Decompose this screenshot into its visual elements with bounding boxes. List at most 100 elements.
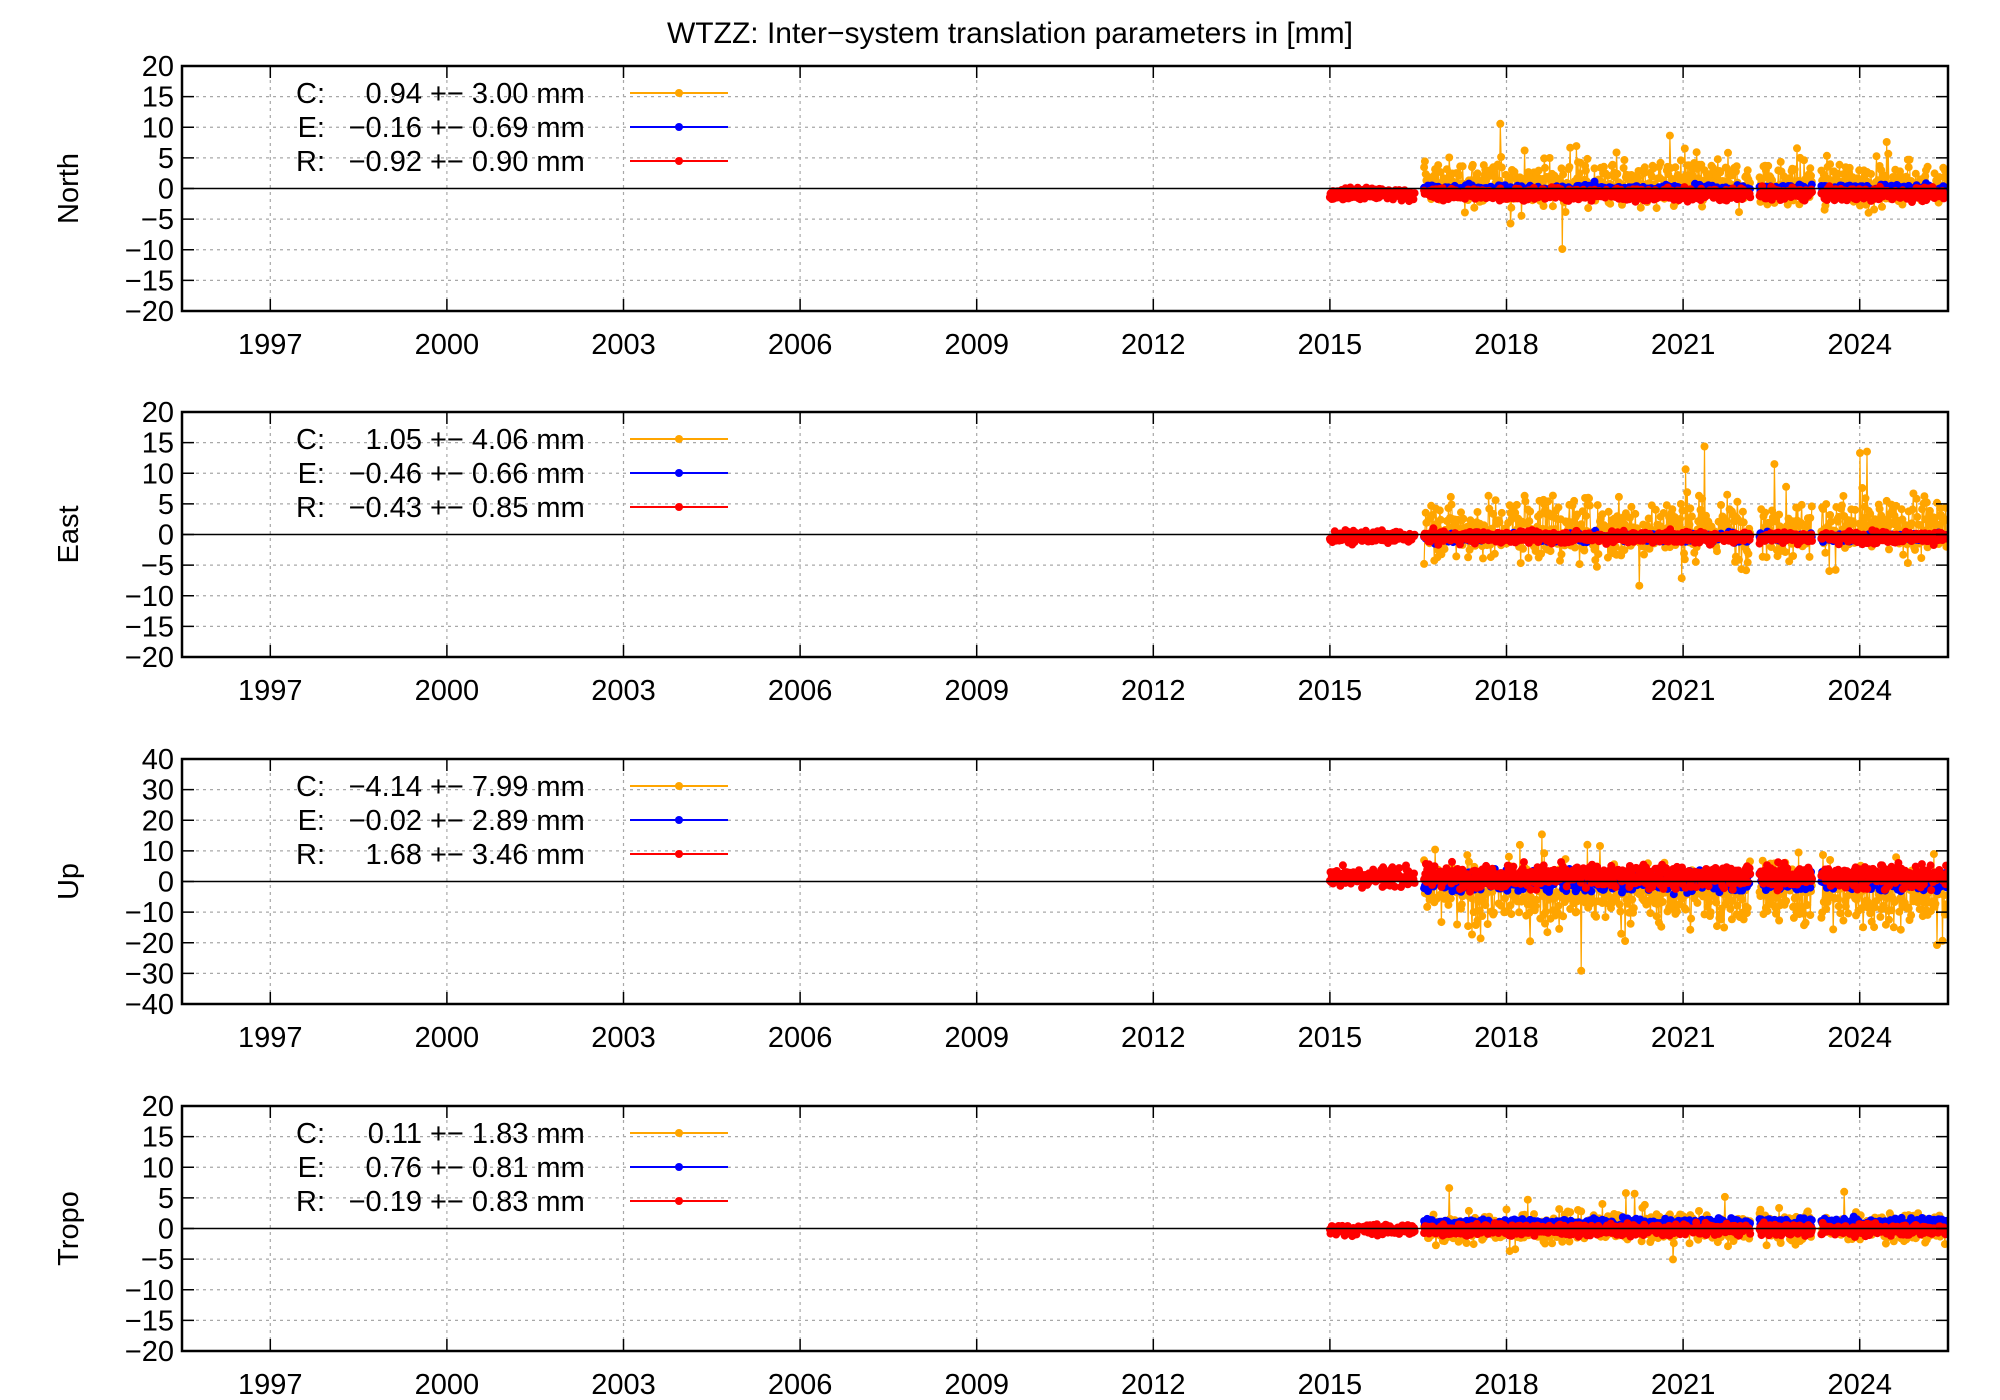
series-c-point: [1473, 169, 1482, 178]
series-c-point: [1570, 496, 1579, 505]
series-c-point: [1435, 506, 1444, 515]
series-c-point: [1591, 556, 1600, 564]
series-c-point: [1436, 168, 1445, 177]
series-c-point: [1543, 928, 1552, 937]
legend-e-mean: −0.46: [349, 458, 422, 490]
series-c-point: [1856, 201, 1864, 210]
legend-c-label: C:: [296, 78, 325, 110]
series-c-point: [1789, 552, 1798, 560]
series-c-point: [1776, 157, 1785, 166]
x-tick-label: 2009: [944, 675, 1009, 707]
series-c-point: [1807, 171, 1815, 180]
series-c-point: [1464, 553, 1473, 562]
series-c-point: [1537, 549, 1546, 558]
series-c-point: [1831, 565, 1840, 574]
y-tick-label: 15: [142, 428, 174, 460]
series-c-point: [1501, 894, 1509, 903]
series-c-point: [1577, 966, 1586, 975]
series-c-point: [1807, 502, 1816, 511]
series-c-point: [1593, 501, 1602, 510]
legend-c-swatch-point: [675, 89, 683, 97]
y-tick-label: 20: [142, 51, 174, 83]
series-c-marks: [1420, 830, 1948, 975]
series-c-point: [1447, 500, 1456, 509]
series-c-point: [1464, 922, 1473, 931]
series-c-point: [1665, 131, 1674, 140]
series-c-point: [1519, 893, 1528, 902]
series-c-point: [1548, 491, 1557, 500]
series-c-point: [1698, 202, 1707, 211]
series-c-point: [1430, 171, 1439, 180]
series-c-point: [1556, 556, 1564, 565]
series-c-point: [1436, 515, 1445, 524]
series-c-point: [1628, 895, 1637, 904]
legend-e-label: E:: [298, 458, 325, 490]
series-c-point: [1743, 558, 1752, 567]
series-c-point: [1735, 208, 1743, 217]
series-c-point: [1616, 907, 1625, 916]
series-c-point: [1491, 496, 1500, 505]
series-c-point: [1651, 505, 1660, 514]
series-c-point: [1598, 510, 1607, 519]
series-c-point: [1517, 211, 1526, 220]
series-c-point: [1671, 163, 1680, 172]
series-c-point: [1572, 142, 1581, 151]
series-c-point: [1806, 164, 1815, 173]
series-c-point: [1770, 460, 1779, 469]
series-c-point: [1786, 174, 1794, 183]
series-c-point: [1580, 546, 1589, 555]
series-c-point: [1490, 908, 1498, 917]
series-c-point: [1457, 900, 1466, 909]
series-c-point: [1722, 164, 1731, 172]
series-c-point: [1465, 545, 1474, 554]
series-c-point: [1659, 509, 1668, 517]
series-c-point: [1606, 199, 1615, 208]
x-tick-label: 2024: [1827, 329, 1892, 361]
series-c-point: [1898, 515, 1907, 524]
series-c-point: [1497, 508, 1506, 517]
series-c-point: [1826, 517, 1835, 526]
series-c-marks: [1420, 442, 1948, 590]
series-c-point: [1790, 165, 1799, 174]
series-c-point: [1735, 555, 1743, 564]
series-c-point: [1941, 167, 1948, 176]
series-c-point: [1822, 151, 1831, 160]
series-c-point: [1603, 553, 1612, 562]
series-c-point: [1805, 552, 1814, 561]
series-c-point: [1478, 912, 1487, 920]
series-c-point: [1421, 508, 1430, 517]
legend-r-mean: −0.92: [349, 146, 422, 178]
series-c-point: [1920, 492, 1929, 501]
x-tick-label: 2006: [768, 329, 833, 361]
y-tick-label: −20: [125, 296, 174, 328]
x-tick-label: 2003: [591, 675, 656, 707]
y-tick-label: −20: [125, 642, 174, 674]
series-c-point: [1925, 506, 1934, 515]
series-c-point: [1867, 170, 1875, 178]
x-tick-label: 2000: [415, 675, 480, 707]
series-c-point: [1575, 169, 1584, 178]
y-tick-label: −5: [141, 550, 174, 582]
series-c-point: [1738, 507, 1747, 516]
legend-e-mean: −0.16: [349, 112, 422, 144]
series-c-point: [1581, 166, 1590, 175]
series-c-point: [1457, 508, 1465, 517]
series-c-point: [1476, 934, 1485, 943]
series-c-point: [1723, 490, 1732, 499]
series-c-point: [1775, 522, 1784, 531]
series-c-point: [1825, 567, 1834, 576]
legend-c-mean: 0.94: [366, 78, 422, 110]
series-c-point: [1511, 508, 1520, 517]
series-c-point: [1683, 488, 1692, 497]
series-c-point: [1620, 156, 1629, 164]
series-c-point: [1490, 549, 1499, 558]
series-c-point: [1681, 465, 1690, 474]
series-c-point: [1584, 204, 1593, 213]
series-c-point: [1851, 505, 1860, 514]
x-tick-label: 2012: [1121, 675, 1186, 707]
series-c-point: [1520, 146, 1529, 155]
y-axis-label: North: [53, 153, 85, 224]
series-c-point: [1821, 548, 1830, 557]
series-c-point: [1768, 176, 1777, 185]
series-c-point: [1519, 544, 1527, 553]
